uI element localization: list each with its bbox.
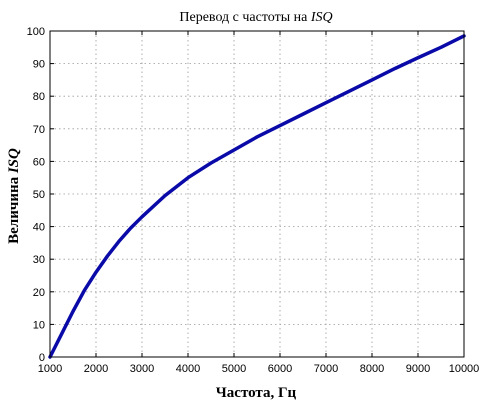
- chart-title-text: Перевод с частоты на: [179, 10, 310, 25]
- y-tick-label: 80: [33, 91, 45, 103]
- y-axis-label: Величина ISQ: [6, 148, 22, 244]
- x-tick-label: 5000: [222, 363, 246, 375]
- x-tick-label: 9000: [406, 363, 430, 375]
- x-axis-label: Частота, Гц: [216, 385, 297, 401]
- plot-area: 1000 2000 3000 4000 5000 6000 7000 8000 9000 1000…: [27, 26, 480, 375]
- x-tick-label: 3000: [130, 363, 154, 375]
- x-tick-label: 10000: [449, 363, 480, 375]
- y-tick-label: 50: [33, 189, 45, 201]
- y-axis-label-italic: ISQ: [6, 148, 22, 174]
- x-tick-label: 8000: [360, 363, 384, 375]
- grid-lines: [50, 31, 464, 357]
- series-layer: [48, 34, 466, 359]
- x-tick-label: 4000: [176, 363, 200, 375]
- y-tick-label: 60: [33, 156, 45, 168]
- y-axis-label-text: Величина: [6, 173, 22, 244]
- y-tick-label: 20: [33, 287, 45, 299]
- x-tick-label: 6000: [268, 363, 292, 375]
- series-line: [48, 34, 466, 359]
- y-tick-label: 10: [33, 319, 45, 331]
- y-tick-label: 70: [33, 124, 45, 136]
- tick-marks: [49, 30, 465, 358]
- y-tick-label: 90: [33, 59, 45, 71]
- x-tick-label: 7000: [314, 363, 338, 375]
- x-tick-label: 2000: [84, 363, 108, 375]
- y-tick-labels: 0 10 20 30 40 50 60 70 80 90 100: [27, 26, 45, 364]
- y-tick-label: 0: [39, 352, 45, 364]
- x-tick-labels: 1000 2000 3000 4000 5000 6000 7000 8000 9000 1000…: [38, 363, 480, 375]
- y-tick-label: 30: [33, 254, 45, 266]
- chart-title-italic: ISQ: [310, 10, 333, 25]
- y-tick-label: 40: [33, 222, 45, 234]
- x-tick-label: 1000: [38, 363, 62, 375]
- chart-title: Перевод с частоты на ISQ: [179, 10, 332, 25]
- y-tick-label: 100: [27, 26, 45, 38]
